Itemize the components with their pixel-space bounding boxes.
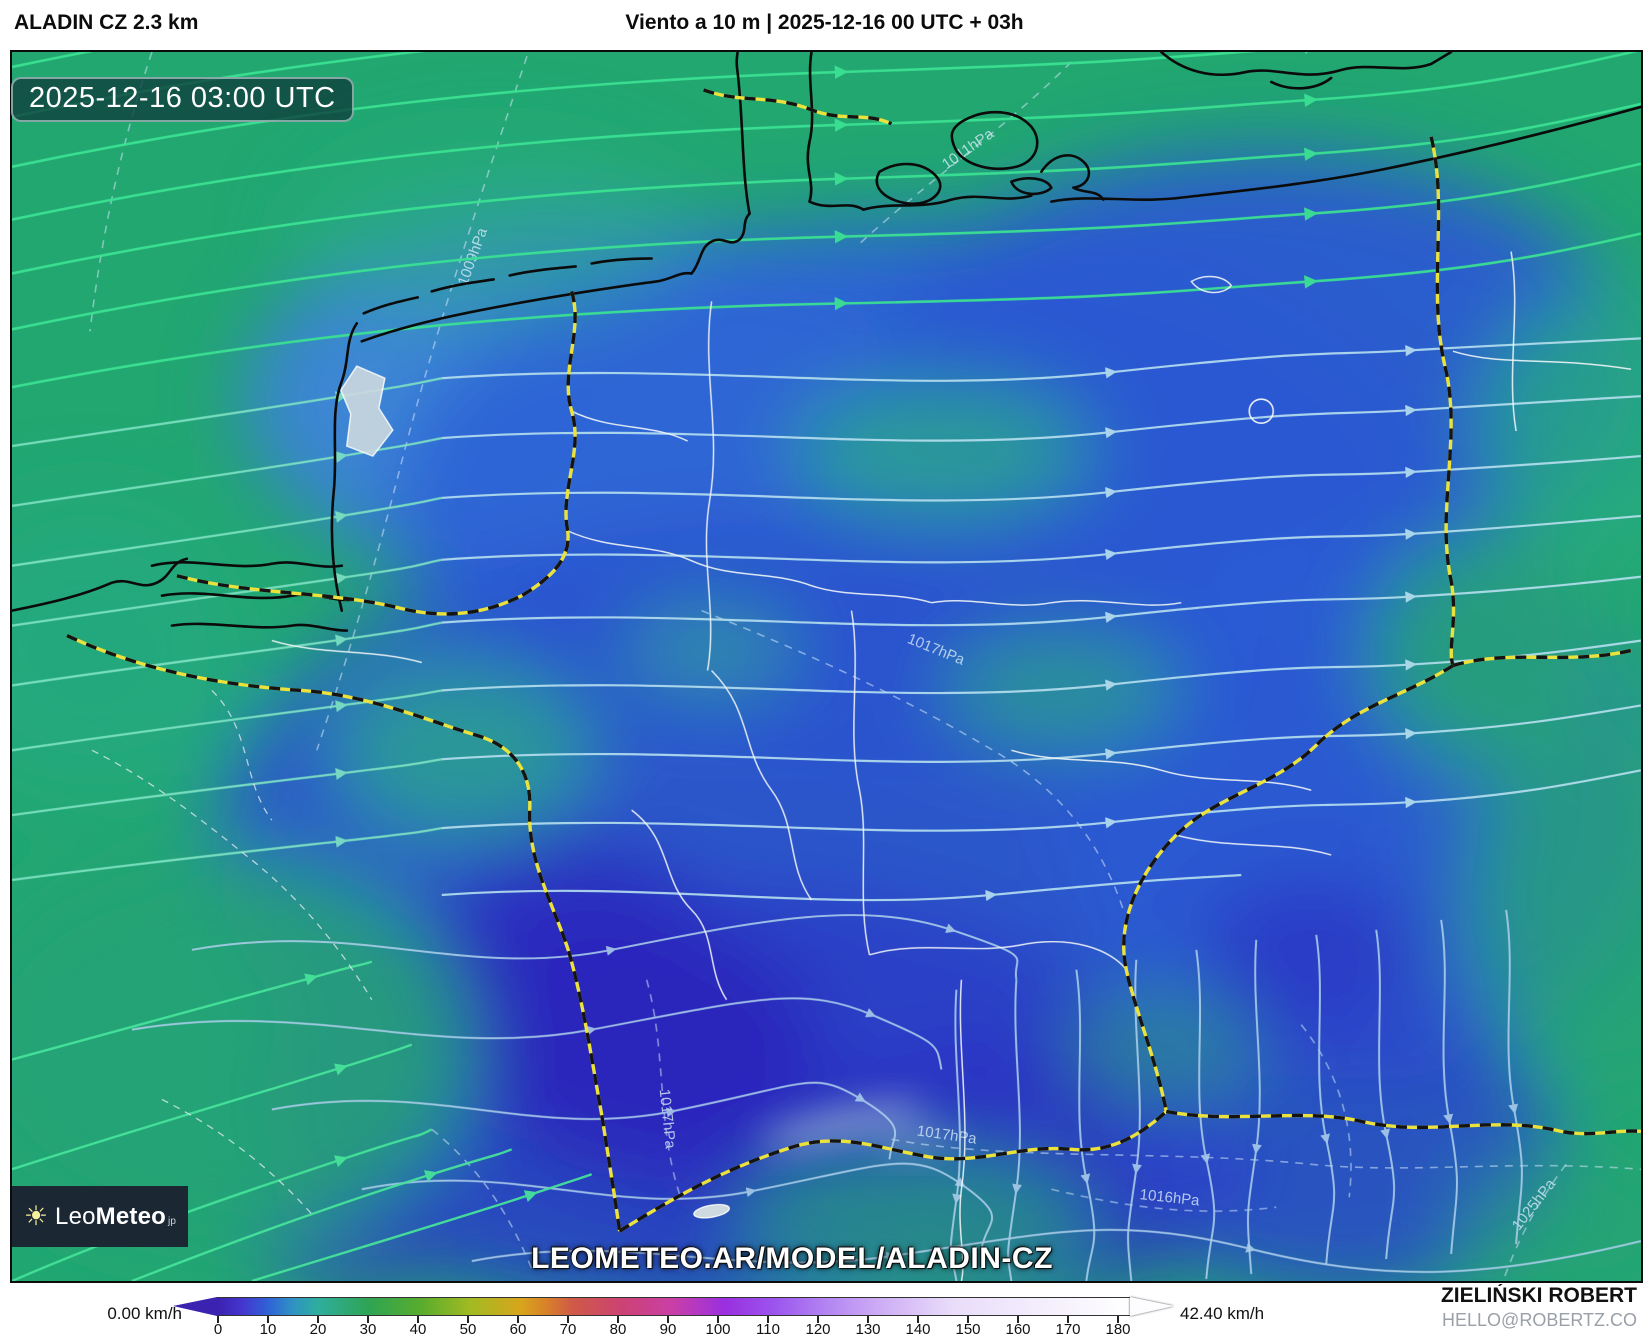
colorbar-tick: [317, 1316, 319, 1323]
colorbar-tick: [417, 1316, 419, 1323]
lake-ijsselmeer: [339, 365, 394, 457]
colorbar-tick: [1067, 1316, 1069, 1323]
colorbar-tick-label: 110: [756, 1321, 780, 1337]
colorbar-tick: [267, 1316, 269, 1323]
colorbar-tick: [917, 1316, 919, 1323]
colorbar-tick-label: 20: [309, 1321, 327, 1337]
colorbar-tick: [667, 1316, 669, 1323]
colorbar-tick: [217, 1316, 219, 1323]
colorbar-tick: [517, 1316, 519, 1323]
coastlines: [12, 52, 1641, 632]
colorbar-tick: [817, 1316, 819, 1323]
page-title: Viento a 10 m | 2025-12-16 00 UTC + 03h: [625, 11, 1024, 34]
colorbar-tick-label: 90: [659, 1321, 677, 1337]
colorbar-tick: [867, 1316, 869, 1323]
colorbar-tick: [1117, 1316, 1119, 1323]
credit-author: ZIELIŃSKI ROBERT: [1440, 1284, 1637, 1307]
colorbar-tick-label: 150: [955, 1321, 981, 1337]
country-borders: [66, 88, 1641, 1233]
colorbar-tick: [967, 1316, 969, 1323]
colorbar-tick: [467, 1316, 469, 1323]
colorbar-tick-label: 0: [213, 1321, 223, 1337]
pressure-label: 1016hPa: [1139, 1186, 1201, 1209]
colorbar-tick-label: 10: [259, 1321, 277, 1337]
colorbar-tick-label: 120: [805, 1321, 831, 1337]
colorbar-tick-label: 140: [905, 1321, 931, 1337]
lake-constance: [693, 1203, 730, 1219]
legend-min-label: 0.00 km/h: [107, 1304, 182, 1323]
colorbar-tick-label: 30: [359, 1321, 377, 1337]
colorbar-tick: [767, 1316, 769, 1323]
colorbar-left-arrow: [173, 1297, 217, 1316]
colorbar-tick-label: 180: [1105, 1321, 1131, 1337]
credit-email: HELLO@ROBERTZ.CO: [1442, 1310, 1637, 1330]
colorbar-tick-label: 40: [409, 1321, 427, 1337]
leometeo-logo: ☀ LeoMeteo jp: [12, 1186, 188, 1247]
colorbar-tick: [717, 1316, 719, 1323]
colorbar-tick: [567, 1316, 569, 1323]
streamlines: [12, 52, 1641, 1281]
colorbar-tick-label: 60: [509, 1321, 527, 1337]
colorbar-tick-label: 100: [705, 1321, 731, 1337]
colorbar-tick: [367, 1316, 369, 1323]
legend-max-label: 42.40 km/h: [1180, 1304, 1265, 1323]
timestamp-badge: 2025-12-16 03:00 UTC: [11, 77, 354, 122]
sun-icon: ☀: [23, 1201, 49, 1231]
colorbar-tick-label: 160: [1005, 1321, 1031, 1337]
colorbar-right-arrow: [1130, 1297, 1174, 1316]
colorbar-tick: [1017, 1316, 1019, 1323]
colorbar-tick-label: 80: [609, 1321, 627, 1337]
colorbar: [217, 1297, 1130, 1316]
colorbar-tick-label: 170: [1055, 1321, 1081, 1337]
logo-text: LeoMeteo jp: [55, 1202, 177, 1230]
map-canvas: 1009hPa 1011hPa 1017hPa 1017hPa 1017hPa 1016h…: [10, 50, 1643, 1283]
colorbar-tick-label: 130: [855, 1321, 881, 1337]
watermark: LEOMETEO.AR/MODEL/ALADIN-CZ: [531, 1242, 1053, 1275]
colorbar-tick: [617, 1316, 619, 1323]
colorbar-tick-label: 70: [559, 1321, 577, 1337]
colorbar-tick-label: 50: [459, 1321, 477, 1337]
model-name: ALADIN CZ 2.3 km: [14, 11, 199, 34]
